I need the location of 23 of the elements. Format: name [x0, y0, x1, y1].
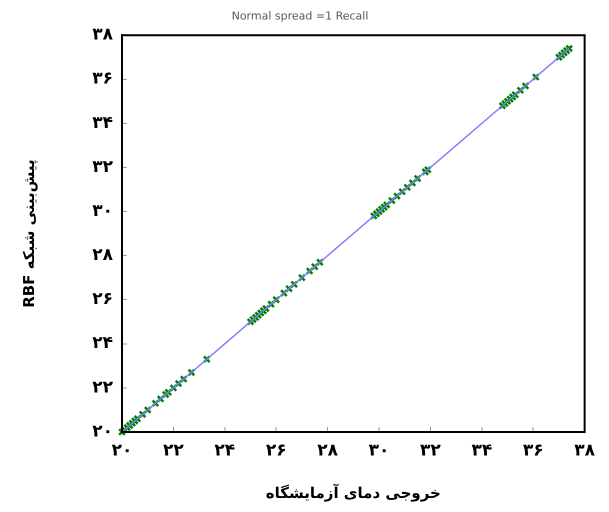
- y-tick-label: ۲۸: [92, 245, 114, 266]
- x-tick-label: ۳۲: [420, 440, 442, 461]
- chart-title: Normal spread =1 Recall: [232, 9, 368, 22]
- x-tick-label: ۲۰: [112, 440, 132, 461]
- x-axis-title: خروجی دمای آزمایشگاه: [266, 482, 441, 502]
- x-tick-label: ۳۰: [368, 440, 390, 461]
- y-tick-label: ۲۰: [92, 421, 113, 442]
- y-tick-label: ۲۲: [92, 377, 114, 398]
- x-tick-label: ۲۸: [317, 440, 339, 461]
- y-tick-label: ۳۸: [92, 24, 114, 45]
- y-tick-label: ۲۶: [92, 289, 113, 310]
- x-tick-label: ۳۸: [574, 440, 596, 461]
- x-tick-label: ۳۴: [471, 440, 492, 461]
- y-tick-label: ۲۴: [92, 333, 113, 354]
- y-tick-label: ۳۰: [92, 200, 113, 221]
- x-tick-label: ۲۶: [266, 440, 287, 461]
- y-tick-label: ۳۴: [92, 112, 113, 133]
- y-axis-title: پیش‌بینی شبکه RBF: [20, 159, 38, 308]
- x-tick-label: ۳۶: [522, 440, 544, 461]
- x-tick-label: ۲۲: [163, 440, 184, 461]
- y-tick-label: ۳۲: [92, 156, 114, 177]
- y-tick-label: ۳۶: [92, 68, 113, 89]
- x-tick-label: ۲۴: [214, 440, 236, 461]
